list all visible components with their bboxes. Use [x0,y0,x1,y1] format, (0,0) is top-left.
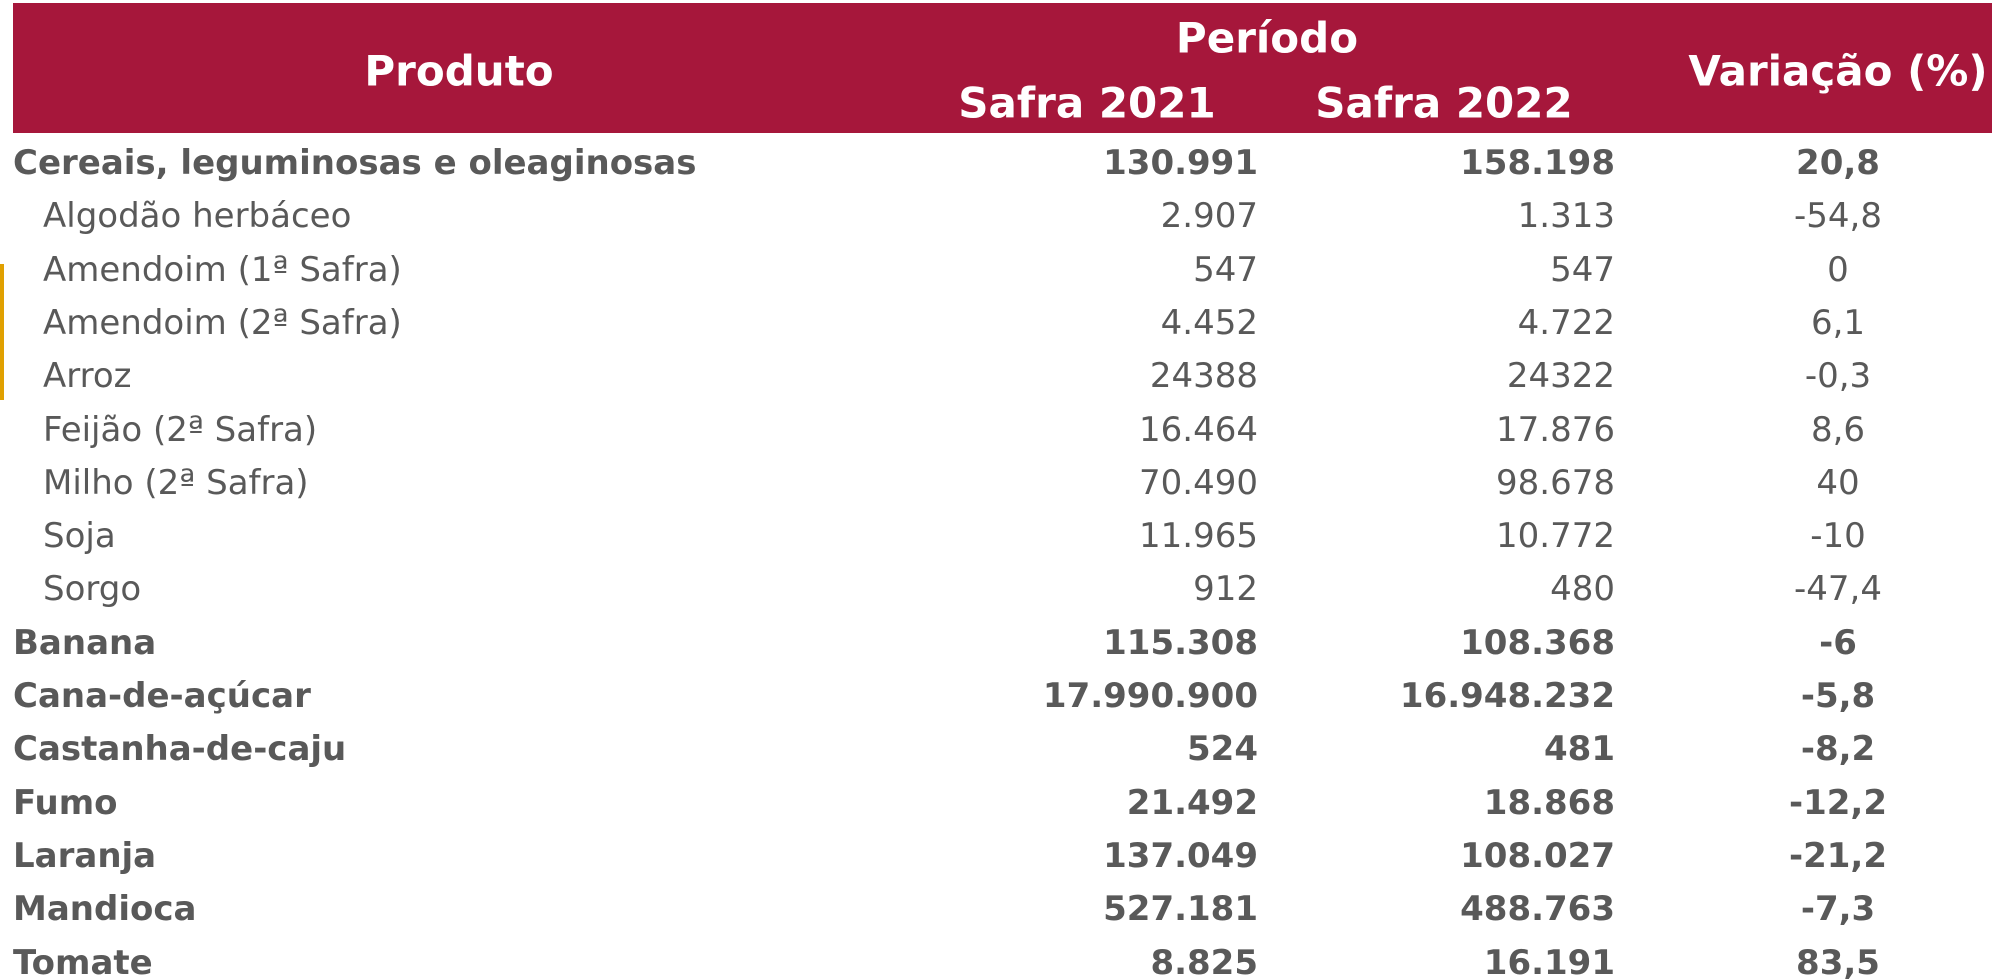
safra-2022-cell: 1.313 [1517,196,1615,237]
product-cell: Arroz [43,356,132,397]
safra-2021-cell: 70.490 [1139,462,1258,503]
safra-2022-cell: 16.191 [1483,942,1615,979]
safra-2022-cell: 158.198 [1460,143,1615,183]
safra-2021-cell: 524 [1187,729,1258,770]
safra-2021-cell: 137.049 [1103,835,1258,876]
safra-2022-cell: 488.763 [1460,889,1615,930]
safra-2021-cell: 21.492 [1126,782,1258,823]
safra-2022-cell: 108.027 [1460,835,1615,876]
safra-2022-cell: 16.948.232 [1399,676,1615,716]
variacao-cell: -10 [1810,516,1866,557]
safra-2021-cell: 16.464 [1139,409,1258,450]
header-safra-2021: Safra 2021 [958,78,1216,128]
safra-2022-cell: 481 [1544,729,1615,770]
header-periodo: Período [1175,13,1359,63]
product-cell: Laranja [13,835,157,876]
variacao-cell: -7,3 [1800,889,1876,930]
variacao-cell: 8,6 [1810,409,1866,450]
safra-2021-cell: 17.990.900 [1042,676,1258,716]
safra-2021-cell: 11.965 [1139,516,1258,557]
safra-2021-cell: 912 [1193,569,1258,610]
header-produto: Produto [364,46,554,96]
header-band [13,3,1992,133]
safra-2022-cell: 547 [1550,249,1615,290]
variacao-cell: 6,1 [1810,302,1866,343]
product-cell: Cana-de-açúcar [13,676,311,716]
variacao-cell: -6 [1819,622,1857,663]
product-cell: Mandioca [13,889,197,930]
variacao-cell: -0,3 [1804,356,1872,397]
safra-2022-cell: 24322 [1506,356,1615,397]
variacao-cell: -12,2 [1789,782,1887,823]
safra-2021-cell: 24388 [1149,356,1258,397]
variacao-cell: -47,4 [1794,569,1882,610]
header-variacao: Variação (%) [1688,46,1988,96]
product-cell: Sorgo [43,569,142,610]
safra-2022-cell: 480 [1550,569,1615,610]
safra-2021-cell: 2.907 [1160,196,1258,237]
variacao-cell: -8,2 [1800,729,1876,770]
safra-2021-cell: 547 [1193,249,1258,290]
safra-2022-cell: 18.868 [1483,782,1615,823]
safra-2021-cell: 8.825 [1150,942,1258,979]
product-cell: Tomate [13,942,153,979]
safra-2021-cell: 130.991 [1103,143,1258,183]
safra-2022-cell: 108.368 [1460,622,1615,663]
product-cell: Algodão herbáceo [43,196,352,237]
variacao-cell: 83,5 [1796,942,1880,979]
variacao-cell: 0 [1827,249,1849,290]
safra-2022-cell: 4.722 [1517,302,1615,343]
variacao-cell: 40 [1816,462,1860,503]
variacao-cell: -5,8 [1800,676,1876,716]
product-cell: Fumo [13,782,118,823]
product-cell: Soja [43,516,116,557]
header-safra-2022: Safra 2022 [1315,78,1573,128]
safra-2021-cell: 527.181 [1103,889,1258,930]
product-cell: Castanha-de-caju [13,729,347,770]
safra-2022-cell: 17.876 [1496,409,1615,450]
product-cell: Feijão (2ª Safra) [43,409,318,450]
product-cell: Cereais, leguminosas e oleaginosas [13,143,697,183]
safra-2022-cell: 10.772 [1496,516,1615,557]
safra-2021-cell: 115.308 [1103,622,1258,663]
product-cell: Amendoim (2ª Safra) [43,302,402,343]
product-cell: Banana [13,622,157,663]
safra-2021-cell: 4.452 [1160,302,1258,343]
product-cell: Amendoim (1ª Safra) [43,249,402,290]
variacao-cell: -54,8 [1794,196,1882,237]
product-cell: Milho (2ª Safra) [43,462,309,503]
variacao-cell: -21,2 [1789,835,1887,876]
safra-2022-cell: 98.678 [1496,462,1615,503]
variacao-cell: 20,8 [1796,143,1880,183]
accent-bar [0,264,4,400]
